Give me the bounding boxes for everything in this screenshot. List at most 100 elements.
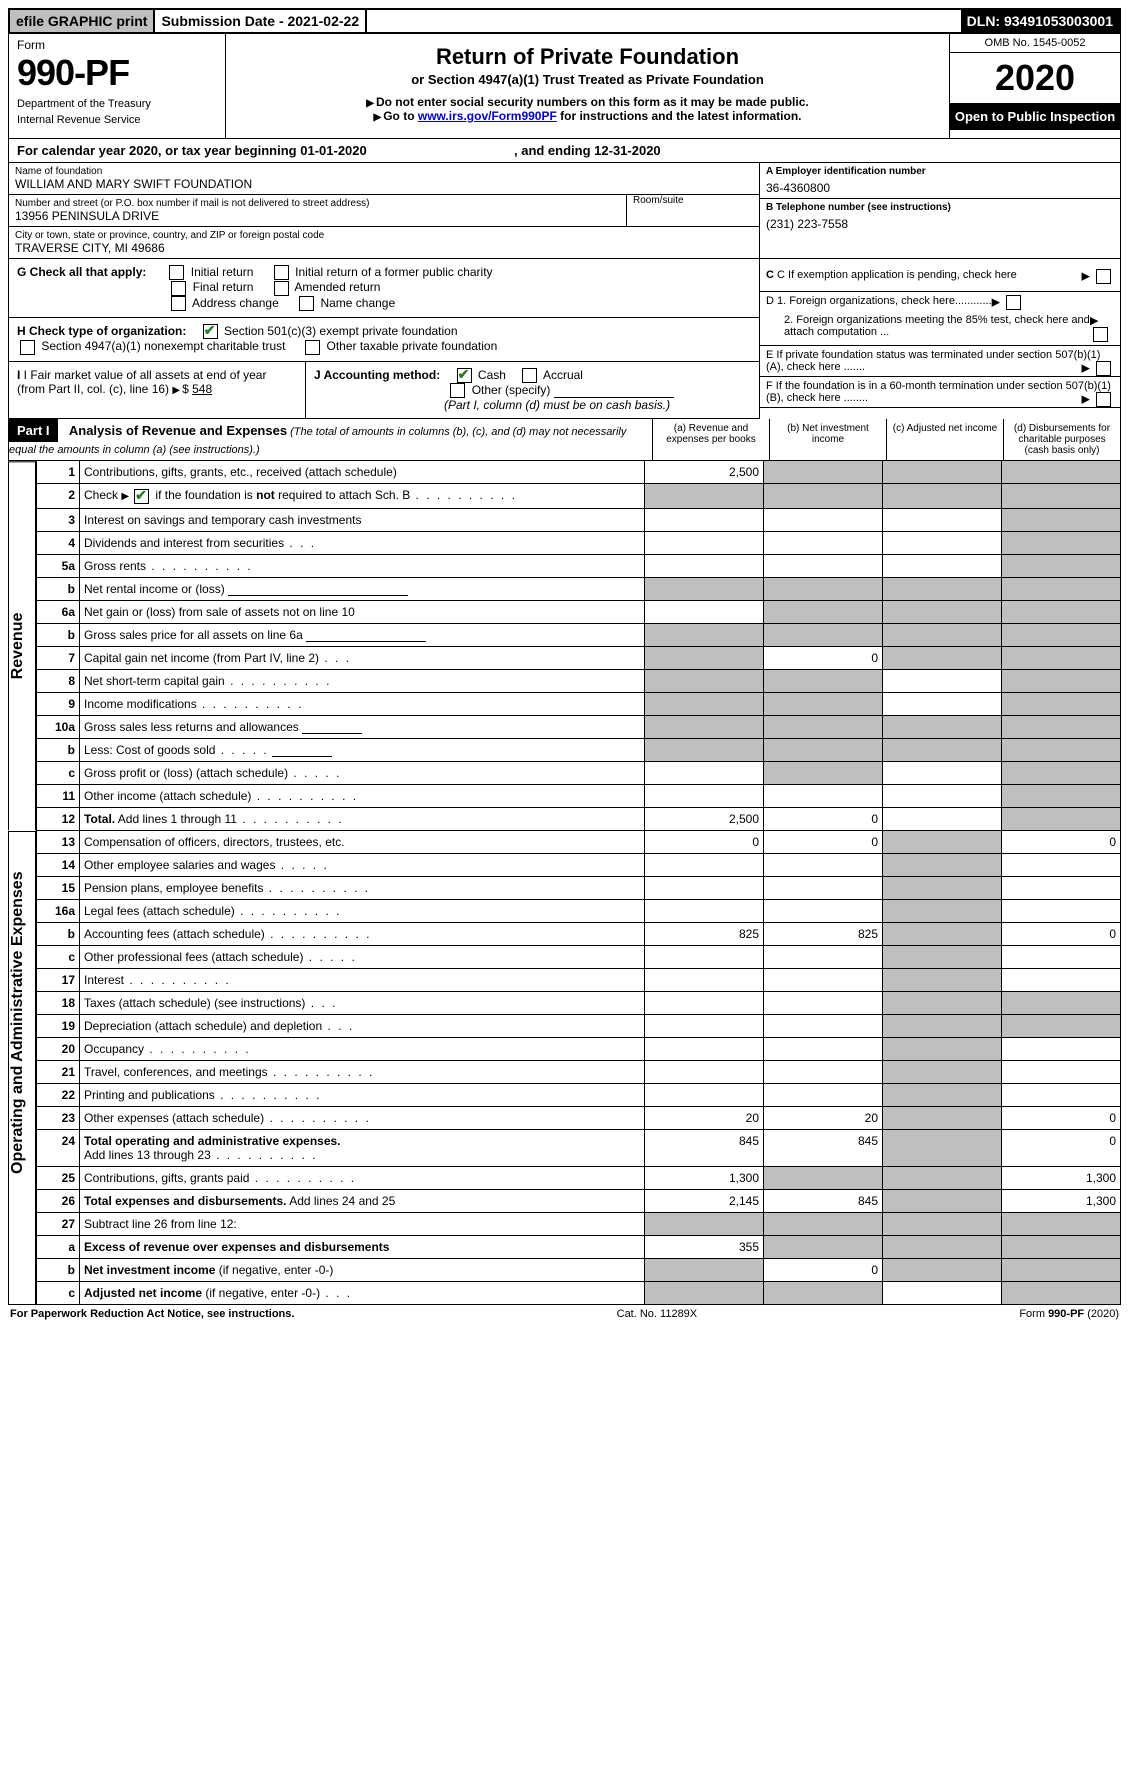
- info-right: A Employer identification number 36-4360…: [759, 163, 1120, 258]
- part1-title-wrap: Analysis of Revenue and Expenses (The to…: [9, 420, 626, 462]
- i-value: 548: [192, 382, 212, 396]
- info-left: Name of foundation WILLIAM AND MARY SWIF…: [9, 163, 759, 258]
- city-cell: City or town, state or province, country…: [9, 227, 759, 258]
- dept-treasury: Department of the Treasury: [17, 98, 217, 110]
- d1-checkbox[interactable]: [1006, 295, 1021, 310]
- j-other: Other (specify): [472, 383, 551, 397]
- l7-d: Capital gain net income (from Part IV, l…: [84, 651, 319, 665]
- g-initial-checkbox[interactable]: [169, 265, 184, 280]
- g-opt-4: Address change: [192, 296, 279, 310]
- g-address-checkbox[interactable]: [171, 296, 186, 311]
- j-accrual-checkbox[interactable]: [522, 368, 537, 383]
- ij-row: I I Fair market value of all assets at e…: [9, 362, 759, 420]
- l10c-d: Gross profit or (loss) (attach schedule): [84, 766, 288, 780]
- l9-d: Income modifications: [84, 697, 197, 711]
- l5a-d: Gross rents: [84, 559, 146, 573]
- d2-checkbox[interactable]: [1093, 327, 1108, 342]
- ein-value: 36-4360800: [766, 177, 1114, 195]
- line-5b: bNet rental income or (loss): [37, 577, 1121, 600]
- form-header: Form 990-PF Department of the Treasury I…: [8, 34, 1121, 139]
- l16c-d: Other professional fees (attach schedule…: [84, 950, 303, 964]
- h-opt3: Other taxable private foundation: [327, 339, 498, 353]
- g-opt-0: Initial return: [191, 265, 254, 279]
- l2-pre: Check: [84, 488, 118, 502]
- expenses-vlabel: Operating and Administrative Expenses: [8, 831, 36, 1213]
- g-label: G Check all that apply:: [17, 265, 146, 279]
- form-number: 990-PF: [17, 52, 217, 94]
- g-amended-checkbox[interactable]: [274, 281, 289, 296]
- checks-right: C C If exemption application is pending,…: [759, 259, 1120, 419]
- header-left: Form 990-PF Department of the Treasury I…: [9, 34, 226, 138]
- irs-link[interactable]: www.irs.gov/Form990PF: [418, 109, 557, 123]
- line-27a: aExcess of revenue over expenses and dis…: [37, 1235, 1121, 1258]
- h-4947-checkbox[interactable]: [20, 340, 35, 355]
- j-cash-checkbox[interactable]: [457, 368, 472, 383]
- l2-checkbox[interactable]: [134, 489, 149, 504]
- l22-d: Printing and publications: [84, 1088, 215, 1102]
- line-23: 23Other expenses (attach schedule)20200: [37, 1106, 1121, 1129]
- g-row: G Check all that apply: Initial return I…: [9, 259, 759, 318]
- cal-pre: For calendar year 2020, or tax year begi…: [17, 143, 300, 158]
- l16a-d: Legal fees (attach schedule): [84, 904, 235, 918]
- l2-text: if the foundation is not required to att…: [155, 488, 410, 502]
- expenses-section: Operating and Administrative Expenses 13…: [8, 831, 1121, 1213]
- l6b-d: Gross sales price for all assets on line…: [84, 628, 303, 642]
- g-opt-2: Final return: [193, 280, 254, 294]
- h-label: H Check type of organization:: [17, 324, 186, 338]
- foundation-name: WILLIAM AND MARY SWIFT FOUNDATION: [15, 177, 753, 191]
- line-10c: cGross profit or (loss) (attach schedule…: [37, 761, 1121, 784]
- line-27: 27Subtract line 26 from line 12:: [37, 1213, 1121, 1236]
- col-c-header: (c) Adjusted net income: [886, 419, 1003, 460]
- line-25: 25Contributions, gifts, grants paid1,300…: [37, 1166, 1121, 1189]
- omb-number: OMB No. 1545-0052: [950, 34, 1120, 53]
- addr-value: 13956 PENINSULA DRIVE: [15, 209, 626, 223]
- c-checkbox[interactable]: [1096, 269, 1111, 284]
- calendar-year-row: For calendar year 2020, or tax year begi…: [8, 139, 1121, 163]
- g-initial-former-checkbox[interactable]: [274, 265, 289, 280]
- l20-d: Occupancy: [84, 1042, 144, 1056]
- l15-d: Pension plans, employee benefits: [84, 881, 263, 895]
- j-other-checkbox[interactable]: [450, 383, 465, 398]
- line27-section: 27Subtract line 26 from line 12: aExcess…: [8, 1213, 1121, 1305]
- l19-d: Depreciation (attach schedule) and deple…: [84, 1019, 322, 1033]
- line-2: 2Check if the foundation is not required…: [37, 484, 1121, 508]
- line-6b: bGross sales price for all assets on lin…: [37, 623, 1121, 646]
- line-13: 13Compensation of officers, directors, t…: [37, 831, 1121, 854]
- l14-d: Other employee salaries and wages: [84, 858, 275, 872]
- f-checkbox[interactable]: [1096, 392, 1111, 407]
- irs-label: Internal Revenue Service: [17, 114, 217, 126]
- addr-label: Number and street (or P.O. box number if…: [15, 198, 626, 209]
- h-other-checkbox[interactable]: [305, 340, 320, 355]
- address-cell: Number and street (or P.O. box number if…: [9, 195, 759, 227]
- header-right: OMB No. 1545-0052 2020 Open to Public In…: [949, 34, 1120, 138]
- i-text: I Fair market value of all assets at end…: [17, 368, 266, 396]
- part1-title: Analysis of Revenue and Expenses: [69, 423, 287, 438]
- l24-d2: Add lines 13 through 23: [84, 1148, 211, 1162]
- h-501c3-checkbox[interactable]: [203, 324, 218, 339]
- cal-begin: 01-01-2020: [300, 143, 367, 158]
- l25-d: Contributions, gifts, grants paid: [84, 1171, 249, 1185]
- l10a-d: Gross sales less returns and allowances: [84, 720, 299, 734]
- d-row: D 1. Foreign organizations, check here..…: [760, 292, 1120, 346]
- f-label: F If the foundation is in a 60-month ter…: [766, 380, 1111, 404]
- h-opt2: Section 4947(a)(1) nonexempt charitable …: [41, 339, 285, 353]
- footer-center: Cat. No. 11289X: [617, 1308, 698, 1320]
- form-subtitle: or Section 4947(a)(1) Trust Treated as P…: [232, 72, 943, 87]
- i-label: I: [17, 368, 24, 382]
- line-3: 3Interest on savings and temporary cash …: [37, 508, 1121, 531]
- g-name-checkbox[interactable]: [299, 296, 314, 311]
- l17-d: Interest: [84, 973, 124, 987]
- e-checkbox[interactable]: [1096, 361, 1111, 376]
- line-11: 11Other income (attach schedule): [37, 784, 1121, 807]
- phone-label: B Telephone number (see instructions): [766, 202, 1114, 213]
- h-opt1: Section 501(c)(3) exempt private foundat…: [224, 324, 457, 338]
- entity-info: Name of foundation WILLIAM AND MARY SWIF…: [8, 163, 1121, 258]
- g-final-checkbox[interactable]: [171, 281, 186, 296]
- instr-goto: Go to www.irs.gov/Form990PF for instruct…: [232, 109, 943, 123]
- line-27b: bNet investment income (if negative, ent…: [37, 1258, 1121, 1281]
- open-inspection: Open to Public Inspection: [950, 103, 1120, 130]
- line-10a: 10aGross sales less returns and allowanc…: [37, 715, 1121, 738]
- line-5a: 5aGross rents: [37, 554, 1121, 577]
- line-9: 9Income modifications: [37, 692, 1121, 715]
- l5b-d: Net rental income or (loss): [84, 582, 225, 596]
